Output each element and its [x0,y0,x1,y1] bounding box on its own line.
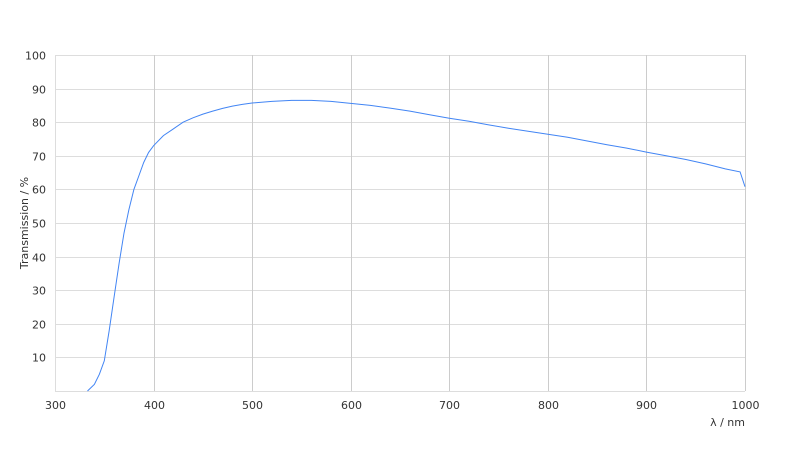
x-tick-label: 400 [144,399,165,412]
y-tick-label: 10 [32,352,46,365]
x-tick-label: 1000 [732,399,760,412]
x-tick-label: 800 [538,399,559,412]
x-tick-label: 300 [45,399,66,412]
series-group [87,99,746,392]
y-tick-label: 80 [32,117,46,130]
y-tick-label: 40 [32,252,46,265]
y-axis-label: Transmission / % [18,177,31,270]
y-tick-label: 90 [32,84,46,97]
y-tick-label: 50 [32,218,46,231]
y-tick-label: 60 [32,184,46,197]
x-tick-label: 700 [439,399,460,412]
y-tick-label: 70 [32,151,46,164]
transmission-line [87,99,746,392]
x-tick-label: 500 [242,399,263,412]
tick-labels: 10 20 30 40 50 60 70 80 90 100 300 400 500 600 700 800 9… [25,50,760,413]
y-tick-label: 100 [25,50,46,63]
y-tick-label: 20 [32,319,46,332]
x-tick-label: 900 [636,399,657,412]
y-tick-label: 30 [32,285,46,298]
grid [55,55,746,392]
x-axis-label: λ / nm [710,416,745,429]
x-tick-label: 600 [341,399,362,412]
